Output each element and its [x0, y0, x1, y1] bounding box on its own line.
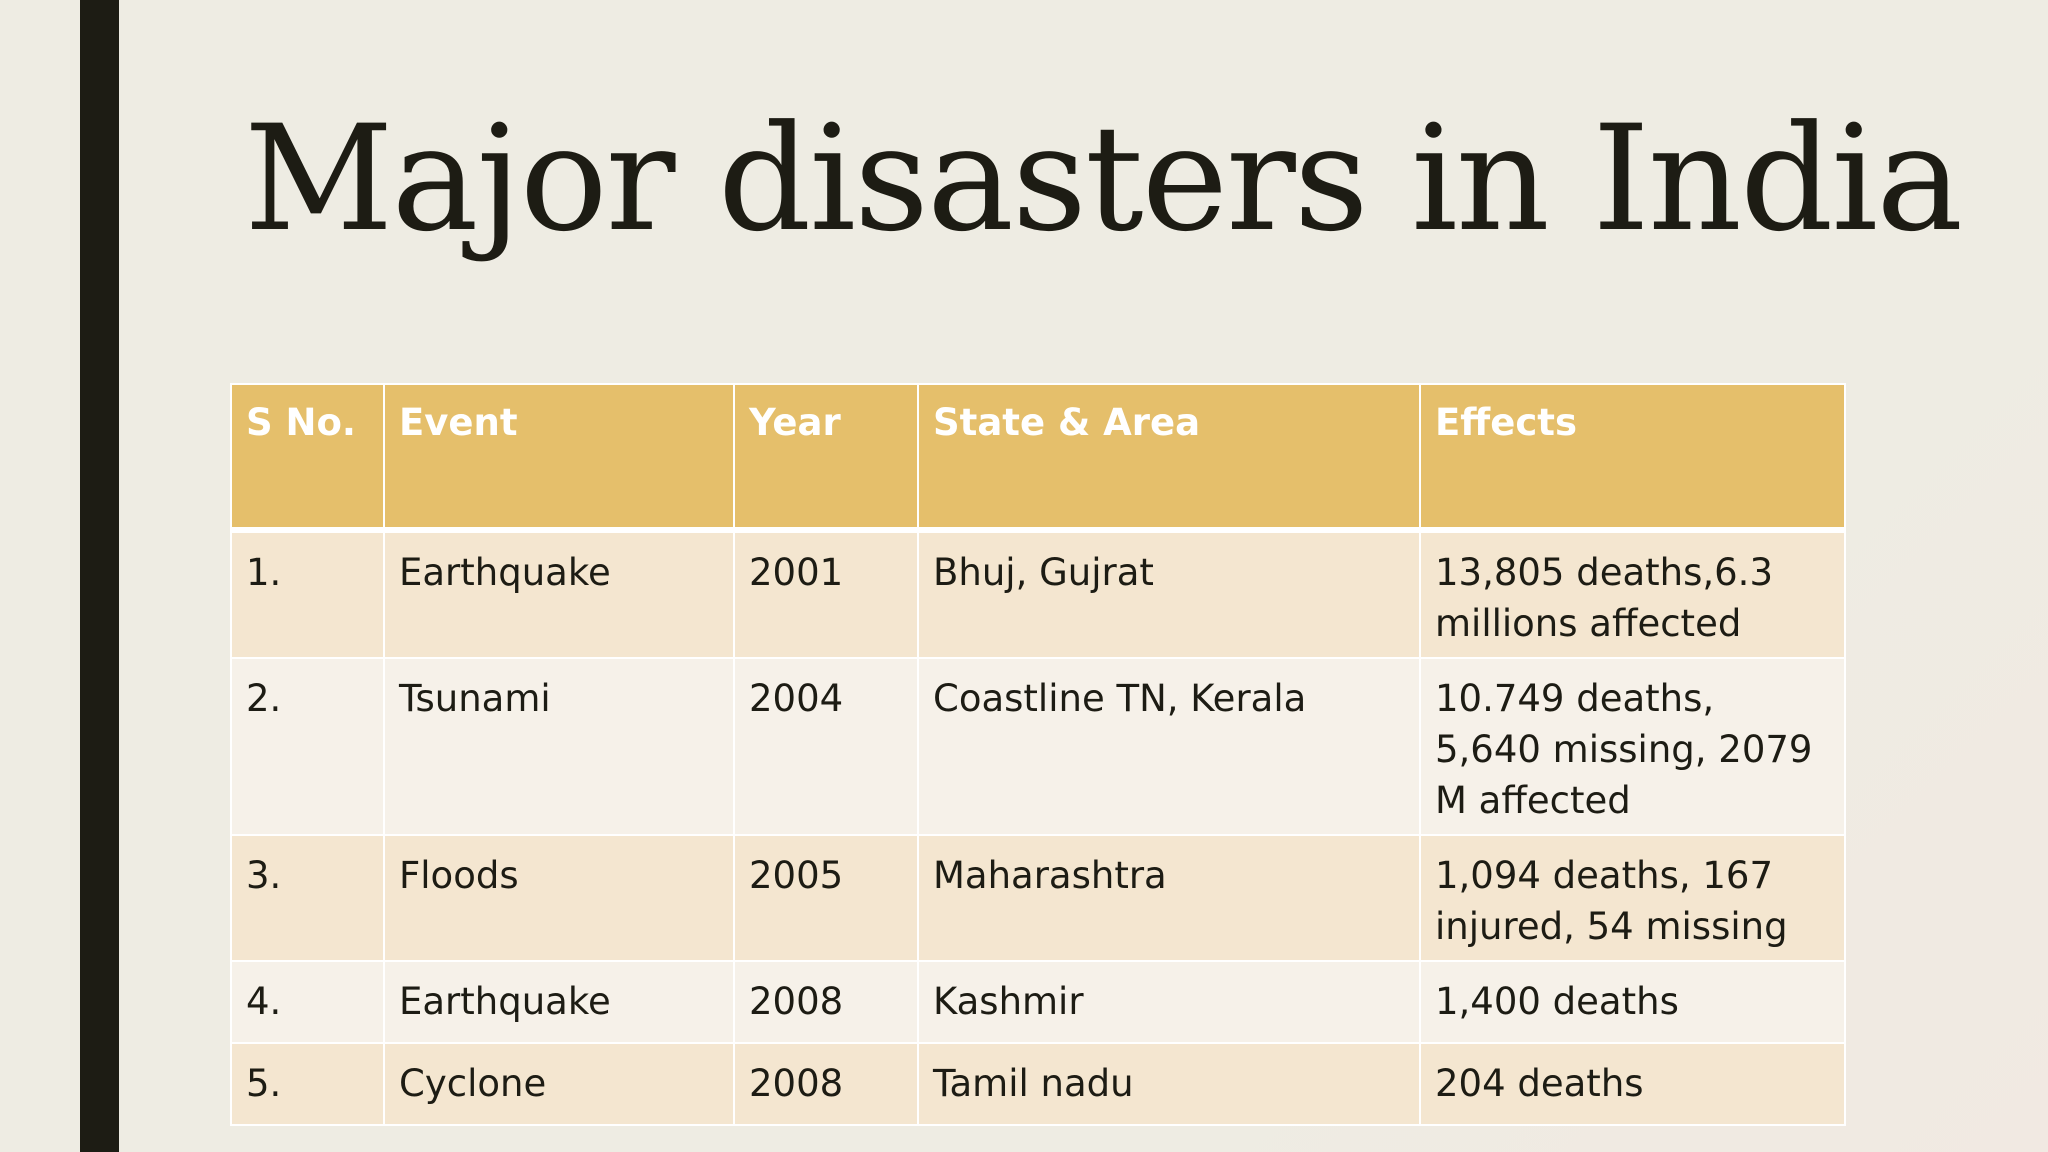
cell-event: Floods [383, 834, 735, 962]
table-row: 5. Cyclone 2008 Tamil nadu 204 deaths [230, 1042, 1846, 1126]
cell-sno: 2. [230, 657, 385, 836]
header-sno: S No. [230, 383, 385, 533]
cell-area: Maharashtra [917, 834, 1421, 962]
slide-title: Major disasters in India [244, 94, 1963, 264]
header-area: State & Area [917, 383, 1421, 533]
cell-year: 2008 [733, 960, 919, 1044]
cell-area: Bhuj, Gujrat [917, 529, 1421, 659]
cell-year: 2005 [733, 834, 919, 962]
table-row: 4. Earthquake 2008 Kashmir 1,400 deaths [230, 960, 1846, 1044]
table-row: 1. Earthquake 2001 Bhuj, Gujrat 13,805 d… [230, 529, 1846, 659]
cell-event: Cyclone [383, 1042, 735, 1126]
cell-year: 2001 [733, 529, 919, 659]
table-row: 2. Tsunami 2004 Coastline TN, Kerala 10.… [230, 657, 1846, 836]
accent-side-bar [80, 0, 119, 1152]
cell-effects: 204 deaths [1419, 1042, 1846, 1126]
disasters-table: S No. Event Year State & Area Effects 1.… [230, 383, 1846, 1126]
cell-effects: 13,805 deaths,6.3 millions affected [1419, 529, 1846, 659]
cell-effects: 1,094 deaths, 167 injured, 54 missing [1419, 834, 1846, 962]
cell-area: Tamil nadu [917, 1042, 1421, 1126]
cell-effects: 1,400 deaths [1419, 960, 1846, 1044]
table-header-row: S No. Event Year State & Area Effects [230, 383, 1846, 533]
cell-area: Kashmir [917, 960, 1421, 1044]
cell-year: 2004 [733, 657, 919, 836]
cell-effects: 10.749 deaths, 5,640 missing, 2079 M aff… [1419, 657, 1846, 836]
cell-year: 2008 [733, 1042, 919, 1126]
header-event: Event [383, 383, 735, 533]
cell-sno: 5. [230, 1042, 385, 1126]
header-effects: Effects [1419, 383, 1846, 533]
cell-sno: 4. [230, 960, 385, 1044]
cell-area: Coastline TN, Kerala [917, 657, 1421, 836]
cell-event: Earthquake [383, 529, 735, 659]
cell-event: Earthquake [383, 960, 735, 1044]
cell-sno: 1. [230, 529, 385, 659]
cell-sno: 3. [230, 834, 385, 962]
table-row: 3. Floods 2005 Maharashtra 1,094 deaths,… [230, 834, 1846, 962]
cell-event: Tsunami [383, 657, 735, 836]
header-year: Year [733, 383, 919, 533]
